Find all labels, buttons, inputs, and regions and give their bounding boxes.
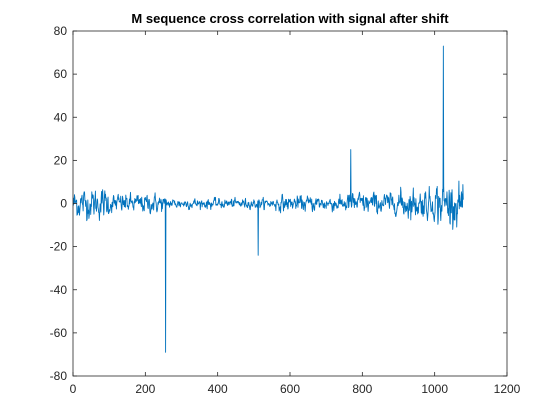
x-axis: 0 200 400 600 800 1000 1200 bbox=[70, 31, 521, 396]
plot-area-background bbox=[73, 31, 507, 376]
y-tick-label: -80 bbox=[50, 369, 68, 383]
x-tick-label: 400 bbox=[208, 382, 228, 396]
x-tick-label: 200 bbox=[135, 382, 155, 396]
x-tick-label: 1000 bbox=[421, 382, 448, 396]
y-tick-label: -60 bbox=[50, 326, 68, 340]
x-tick-label: 800 bbox=[352, 382, 372, 396]
y-tick-label: -20 bbox=[50, 240, 68, 254]
y-tick-label: 0 bbox=[60, 197, 67, 211]
y-tick-label: -40 bbox=[50, 283, 68, 297]
x-tick-label: 1200 bbox=[494, 382, 521, 396]
y-axis: -80 -60 -40 -20 0 20 40 60 80 bbox=[50, 24, 507, 383]
y-tick-label: 60 bbox=[54, 67, 68, 81]
chart-title: M sequence cross correlation with signal… bbox=[131, 11, 449, 26]
y-tick-label: 20 bbox=[54, 153, 68, 167]
y-tick-label: 40 bbox=[54, 110, 68, 124]
series-line bbox=[72, 45, 464, 353]
x-tick-label: 0 bbox=[70, 382, 77, 396]
y-tick-label: 80 bbox=[54, 24, 68, 38]
x-tick-label: 600 bbox=[280, 382, 300, 396]
data-layer bbox=[72, 45, 464, 353]
